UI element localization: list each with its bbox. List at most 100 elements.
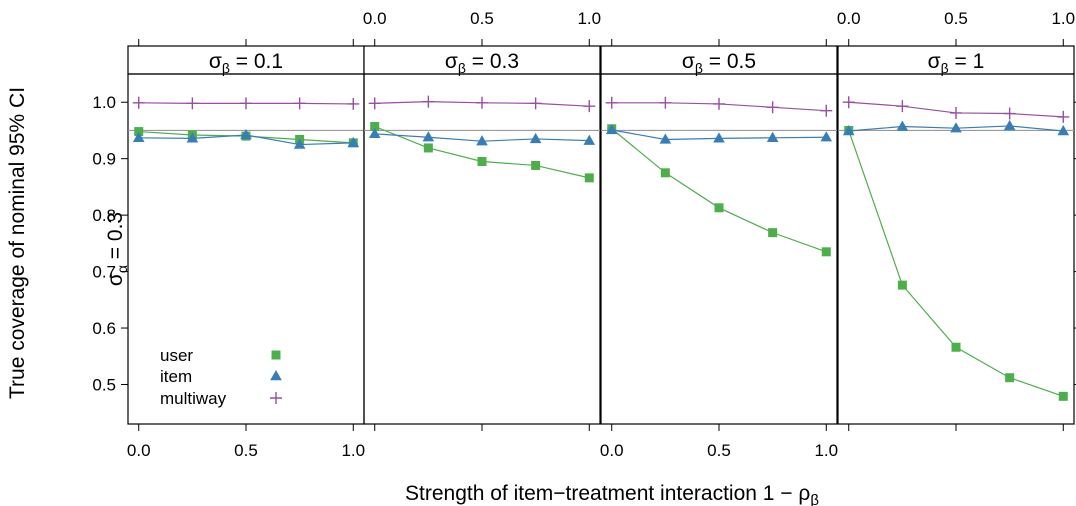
panel-strip bbox=[127, 45, 365, 75]
point-user bbox=[1058, 391, 1068, 401]
y-axis-label: True coverage of nominal 95% CI bbox=[6, 87, 29, 399]
point-user bbox=[477, 157, 487, 166]
point-multiway bbox=[842, 96, 855, 109]
point-user bbox=[768, 228, 778, 238]
series-line-user bbox=[374, 125, 590, 179]
panel-4: σβ = 1 bbox=[837, 45, 1075, 425]
point-item bbox=[1057, 125, 1070, 136]
point-multiway bbox=[896, 100, 909, 113]
point-multiway bbox=[1057, 110, 1070, 123]
panel-strip bbox=[600, 45, 838, 75]
point-item bbox=[186, 132, 199, 143]
point-multiway bbox=[713, 97, 725, 110]
panel-3: σβ = 0.5 bbox=[600, 45, 838, 425]
point-multiway bbox=[659, 96, 672, 109]
point-multiway bbox=[605, 96, 618, 109]
y-tick-label: 0.8 bbox=[92, 206, 116, 225]
point-multiway bbox=[368, 97, 381, 110]
panel-1: σβ = 0.1 bbox=[127, 45, 365, 425]
point-item bbox=[583, 134, 596, 145]
legend-label: multiway bbox=[160, 389, 227, 408]
legend-marker-multiway bbox=[270, 392, 282, 404]
strip-eq: = 0.3 bbox=[466, 50, 519, 73]
y-tick-label: 0.6 bbox=[92, 319, 116, 338]
point-multiway bbox=[766, 101, 779, 114]
panel-strip-label: σβ = 1 bbox=[928, 50, 985, 76]
y-tick-label: 1.0 bbox=[92, 93, 116, 112]
legend-entry-item: item bbox=[160, 367, 282, 386]
row-strip-sigma: σ bbox=[104, 273, 127, 286]
y-tick-label: 0.7 bbox=[92, 263, 116, 282]
panel-strip bbox=[363, 45, 601, 75]
point-user bbox=[951, 342, 961, 352]
point-user bbox=[1005, 373, 1015, 383]
point-item bbox=[529, 132, 542, 144]
point-item bbox=[820, 131, 833, 142]
legend-marker-user bbox=[271, 350, 281, 360]
point-multiway bbox=[240, 97, 252, 110]
point-item bbox=[422, 131, 435, 142]
series-line-user bbox=[611, 128, 827, 253]
legend: user item multiway bbox=[160, 346, 282, 408]
point-item bbox=[293, 138, 306, 149]
point-multiway bbox=[529, 97, 542, 110]
x-axis-label: Strength of item−treatment interaction 1… bbox=[405, 482, 819, 506]
x-tick-label-bottom: 0.5 bbox=[707, 441, 731, 460]
point-user bbox=[370, 122, 380, 131]
point-user bbox=[714, 203, 724, 213]
strip-eq: = 0.1 bbox=[230, 50, 283, 73]
row-strip-sub: α bbox=[114, 265, 130, 273]
panel-frame bbox=[600, 73, 838, 425]
point-item bbox=[132, 131, 145, 142]
strip-sub: β bbox=[695, 60, 703, 76]
point-multiway bbox=[1003, 107, 1016, 120]
strip-sigma: σ bbox=[682, 50, 695, 73]
panel-strip-label: σβ = 0.1 bbox=[209, 50, 283, 76]
y-tick-label: 0.5 bbox=[92, 375, 116, 394]
x-tick-label-top: 1.0 bbox=[577, 9, 601, 28]
strip-sub: β bbox=[458, 60, 466, 76]
row-strip-label: σα = 0.3 bbox=[104, 212, 130, 286]
x-tick-label-bottom: 0.5 bbox=[234, 441, 258, 460]
x-tick-label-top: 0.0 bbox=[837, 9, 861, 28]
x-tick-label-top: 0.5 bbox=[470, 9, 494, 28]
series-line-user bbox=[848, 130, 1064, 397]
point-multiway bbox=[347, 97, 360, 110]
legend-entry-user: user bbox=[160, 346, 281, 365]
strip-sigma: σ bbox=[928, 50, 941, 73]
point-item bbox=[659, 133, 672, 144]
legend-marker-item bbox=[270, 370, 282, 381]
strip-sigma: σ bbox=[209, 50, 222, 73]
point-user bbox=[423, 143, 433, 153]
axes: 0.0 0.5 1.0 0.0 0.5 1.0 0.0 0.5 1.0 0.0 0.5 1.0 0.5 0… bbox=[92, 9, 1076, 460]
point-item bbox=[347, 136, 360, 148]
legend-label: item bbox=[160, 367, 192, 386]
legend-label: user bbox=[160, 346, 193, 365]
point-multiway bbox=[132, 96, 145, 109]
point-multiway bbox=[422, 95, 435, 108]
point-multiway bbox=[820, 104, 833, 117]
point-item bbox=[476, 135, 488, 146]
x-tick-label-top: 1.0 bbox=[1051, 9, 1075, 28]
y-tick-label: 0.9 bbox=[92, 150, 116, 169]
panel-strip-label: σβ = 0.5 bbox=[682, 50, 756, 76]
point-multiway bbox=[950, 106, 962, 119]
strip-eq: = 1 bbox=[949, 50, 985, 73]
x-tick-label-bottom: 1.0 bbox=[814, 441, 838, 460]
point-multiway bbox=[293, 97, 306, 110]
x-axis-label-main: Strength of item−treatment interaction 1… bbox=[405, 482, 810, 505]
x-tick-label-bottom: 1.0 bbox=[341, 441, 365, 460]
axis-labels: True coverage of nominal 95% CI Strength… bbox=[6, 87, 819, 506]
strip-sigma: σ bbox=[445, 50, 458, 73]
point-multiway bbox=[583, 100, 596, 113]
panels: σβ = 0.1 σβ = 0.3 σβ = 0.5 σβ = 1 bbox=[127, 45, 1075, 425]
row-strip-eq: = 0.3 bbox=[104, 212, 127, 265]
point-multiway bbox=[476, 96, 488, 109]
strip-sub: β bbox=[222, 60, 230, 76]
point-user bbox=[531, 160, 541, 170]
point-item bbox=[713, 132, 725, 143]
point-item bbox=[842, 125, 855, 136]
point-item bbox=[1003, 119, 1016, 131]
x-tick-label-bottom: 0.0 bbox=[127, 441, 151, 460]
strip-sub: β bbox=[941, 60, 949, 76]
